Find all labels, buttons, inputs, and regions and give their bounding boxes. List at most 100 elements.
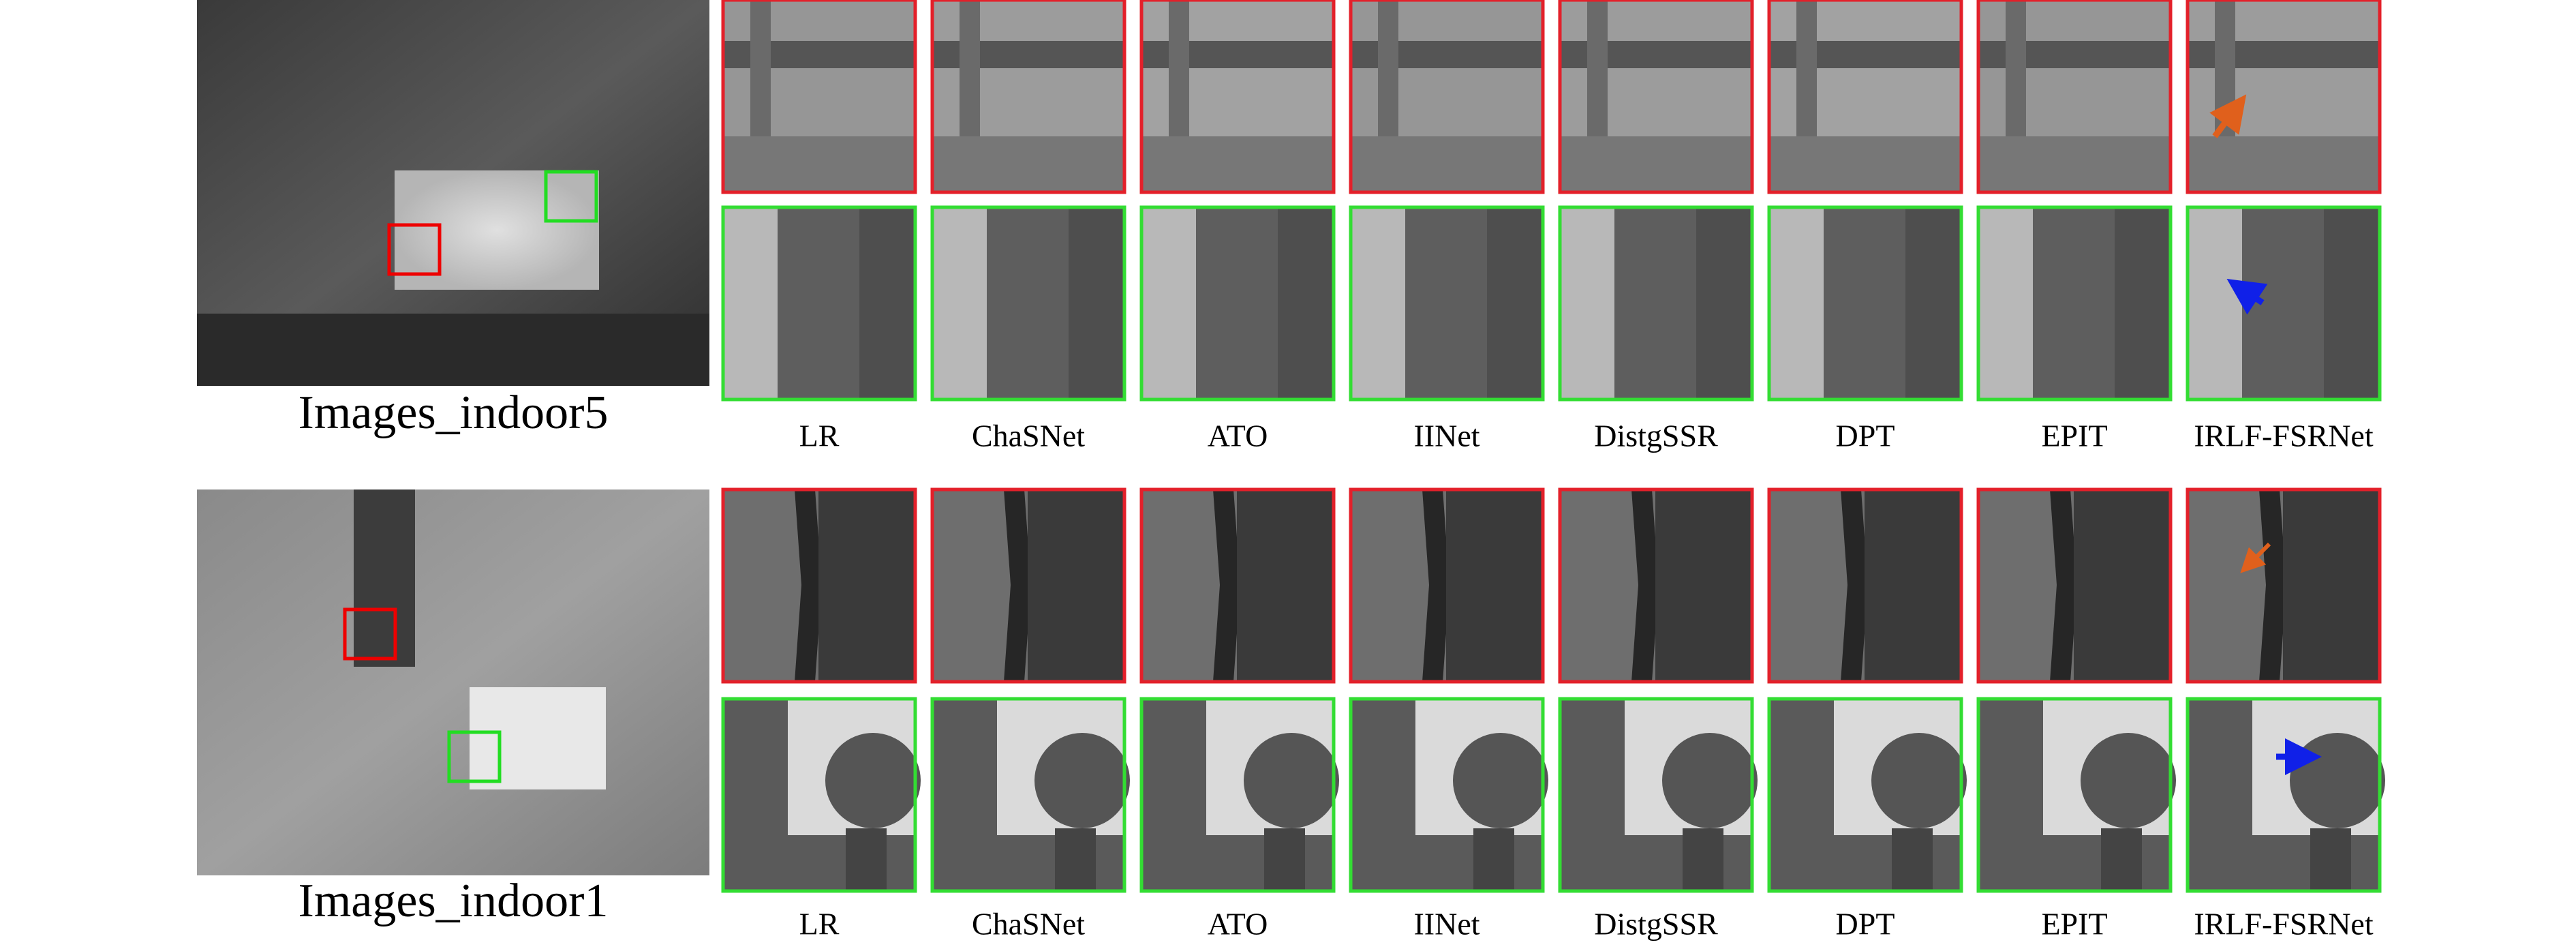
- crop-red-border: [1767, 487, 1963, 684]
- crop-red-border: [1558, 487, 1754, 684]
- box-red: [387, 223, 442, 276]
- base: [1264, 828, 1305, 891]
- lower: [1560, 136, 1752, 192]
- lower: [1141, 136, 1334, 192]
- crop-red-border: [1558, 0, 1754, 194]
- crop-red-border: [1139, 0, 1336, 194]
- method-label: IRLF-FSRNet: [2194, 419, 2373, 453]
- method-label: LR: [799, 419, 840, 453]
- crop-column: [1558, 0, 1754, 402]
- method-label: LR: [799, 907, 840, 942]
- strip: [723, 207, 778, 400]
- method-label: IINet: [1413, 907, 1479, 942]
- crop-column: [1139, 487, 1339, 893]
- stripe: [1213, 489, 1240, 682]
- crop-green-border: [721, 697, 917, 893]
- crop-red-border: [1976, 487, 2173, 684]
- arrow-orange: [2240, 542, 2271, 573]
- crop-green-border: [2186, 205, 2382, 402]
- crop-green-border: [1767, 697, 1963, 893]
- method-label: ChaSNet: [972, 907, 1085, 942]
- crop-red-border: [721, 487, 917, 684]
- crop-green-border: [1349, 205, 1545, 402]
- lower: [2188, 136, 2380, 192]
- method-label: DPT: [1836, 419, 1895, 453]
- crop-green-border: [1767, 205, 1963, 402]
- crop-column: [1558, 487, 1758, 893]
- crop-green-border: [1139, 697, 1336, 893]
- stripe: [1841, 489, 1868, 682]
- overview-image: [197, 489, 709, 875]
- crop-red-border: [1349, 487, 1545, 684]
- fan: [1453, 733, 1548, 828]
- scene-overview: [197, 0, 709, 386]
- mid: [1405, 207, 1487, 400]
- crop-red-border: [1139, 487, 1336, 684]
- crop-green-border: [1558, 205, 1754, 402]
- fan: [1034, 733, 1130, 828]
- crop-column: [721, 487, 921, 893]
- crop-red-border: [1767, 0, 1963, 194]
- base: [1683, 828, 1723, 891]
- method-label: DPT: [1836, 907, 1895, 942]
- right: [1237, 489, 1334, 682]
- crop-green-border: [1558, 697, 1754, 893]
- method-label: IRLF-FSRNet: [2194, 907, 2373, 942]
- base: [846, 828, 887, 891]
- scene-overview: [197, 489, 709, 875]
- monitor: [395, 170, 599, 290]
- mid: [2033, 207, 2115, 400]
- strip: [1351, 207, 1405, 400]
- box-red: [343, 607, 397, 661]
- lower: [1351, 136, 1543, 192]
- method-label: ATO: [1208, 419, 1268, 453]
- strip: [1141, 207, 1196, 400]
- desk: [197, 314, 709, 386]
- crop-column: [1349, 487, 1548, 893]
- crop-green-border: [930, 205, 1126, 402]
- fan: [2081, 733, 2176, 828]
- base: [2310, 828, 2351, 891]
- lower: [723, 136, 915, 192]
- method-label: EPIT: [2041, 907, 2107, 942]
- crop-red-border: [2186, 0, 2382, 194]
- crop-green-border: [721, 205, 917, 402]
- right: [1655, 489, 1752, 682]
- lower: [1978, 136, 2171, 192]
- arrow-orange: [2209, 94, 2247, 138]
- box-green: [447, 730, 502, 783]
- strip: [1769, 207, 1824, 400]
- box-green: [544, 170, 598, 223]
- stripe: [1422, 489, 1450, 682]
- stripe: [1004, 489, 1031, 682]
- scene-label: Images_indoor1: [298, 875, 609, 927]
- crop-red-border: [1349, 0, 1545, 194]
- right: [2074, 489, 2171, 682]
- crop-red-border: [721, 0, 917, 194]
- mid: [1196, 207, 1278, 400]
- crop-green-border: [1976, 697, 2173, 893]
- scene-label: Images_indoor5: [298, 387, 609, 439]
- crop-red-border: [1976, 0, 2173, 194]
- crop-green-border: [2186, 697, 2382, 893]
- mid: [1824, 207, 1905, 400]
- crop-red-border: [930, 487, 1126, 684]
- strip: [1978, 207, 2033, 400]
- mid: [2242, 207, 2324, 400]
- crop-green-border: [1349, 697, 1545, 893]
- stripe: [2050, 489, 2077, 682]
- crop-column: [1349, 0, 1545, 402]
- crop-column: [1139, 0, 1336, 402]
- monitor: [470, 687, 606, 789]
- crop-column: [2186, 487, 2385, 893]
- stripe: [1631, 489, 1659, 682]
- crop-column: [930, 487, 1130, 893]
- crop-green-border: [1139, 205, 1336, 402]
- strip: [1560, 207, 1614, 400]
- crop-column: [721, 0, 917, 402]
- mid: [778, 207, 859, 400]
- arrow-blue: [2226, 279, 2268, 315]
- right: [2283, 489, 2380, 682]
